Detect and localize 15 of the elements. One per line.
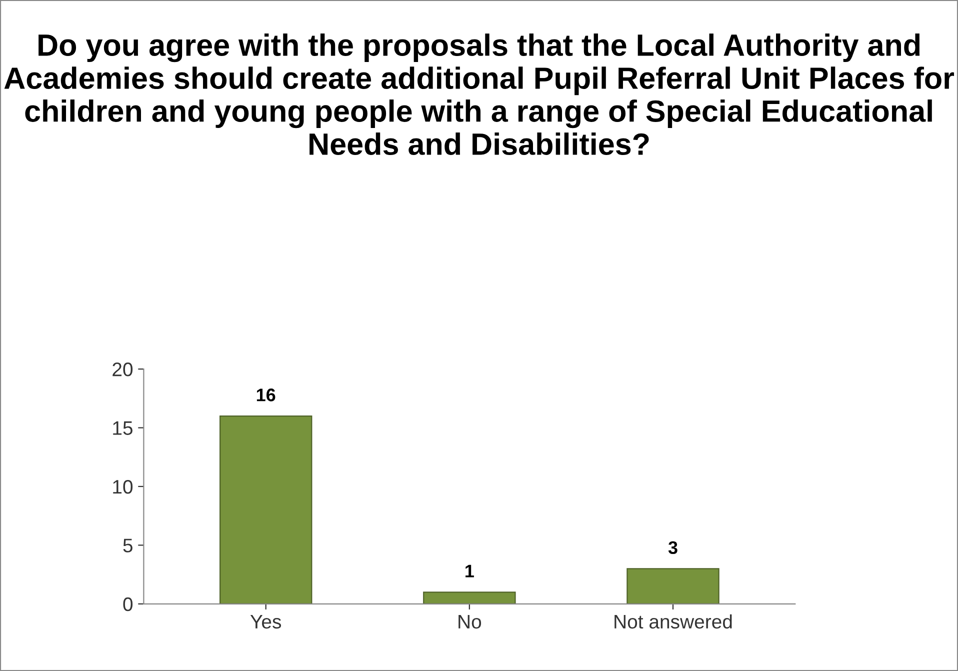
y-tick-label: 0 — [123, 597, 133, 612]
data-label: 1 — [466, 564, 474, 578]
x-tick-label: Not answered — [614, 614, 732, 629]
bar — [626, 568, 720, 604]
bar — [219, 415, 312, 604]
y-tick-label: 10 — [113, 480, 133, 494]
x-tick-label: Yes — [250, 615, 282, 629]
chart-title: Do you agree with the proposals that the Local Authority and Academies should create additional Pupil Referral Unit Places for children and young people with a range of Special Educational Needs and Disabilities? — [4, 34, 954, 155]
x-tick-label: No — [458, 615, 482, 629]
bar — [423, 592, 516, 604]
y-tick-label: 5 — [123, 538, 132, 552]
data-label: 3 — [668, 541, 678, 554]
data-label: 16 — [256, 388, 276, 402]
y-tick-label: 15 — [113, 421, 132, 435]
y-tick-label: 20 — [112, 362, 133, 376]
